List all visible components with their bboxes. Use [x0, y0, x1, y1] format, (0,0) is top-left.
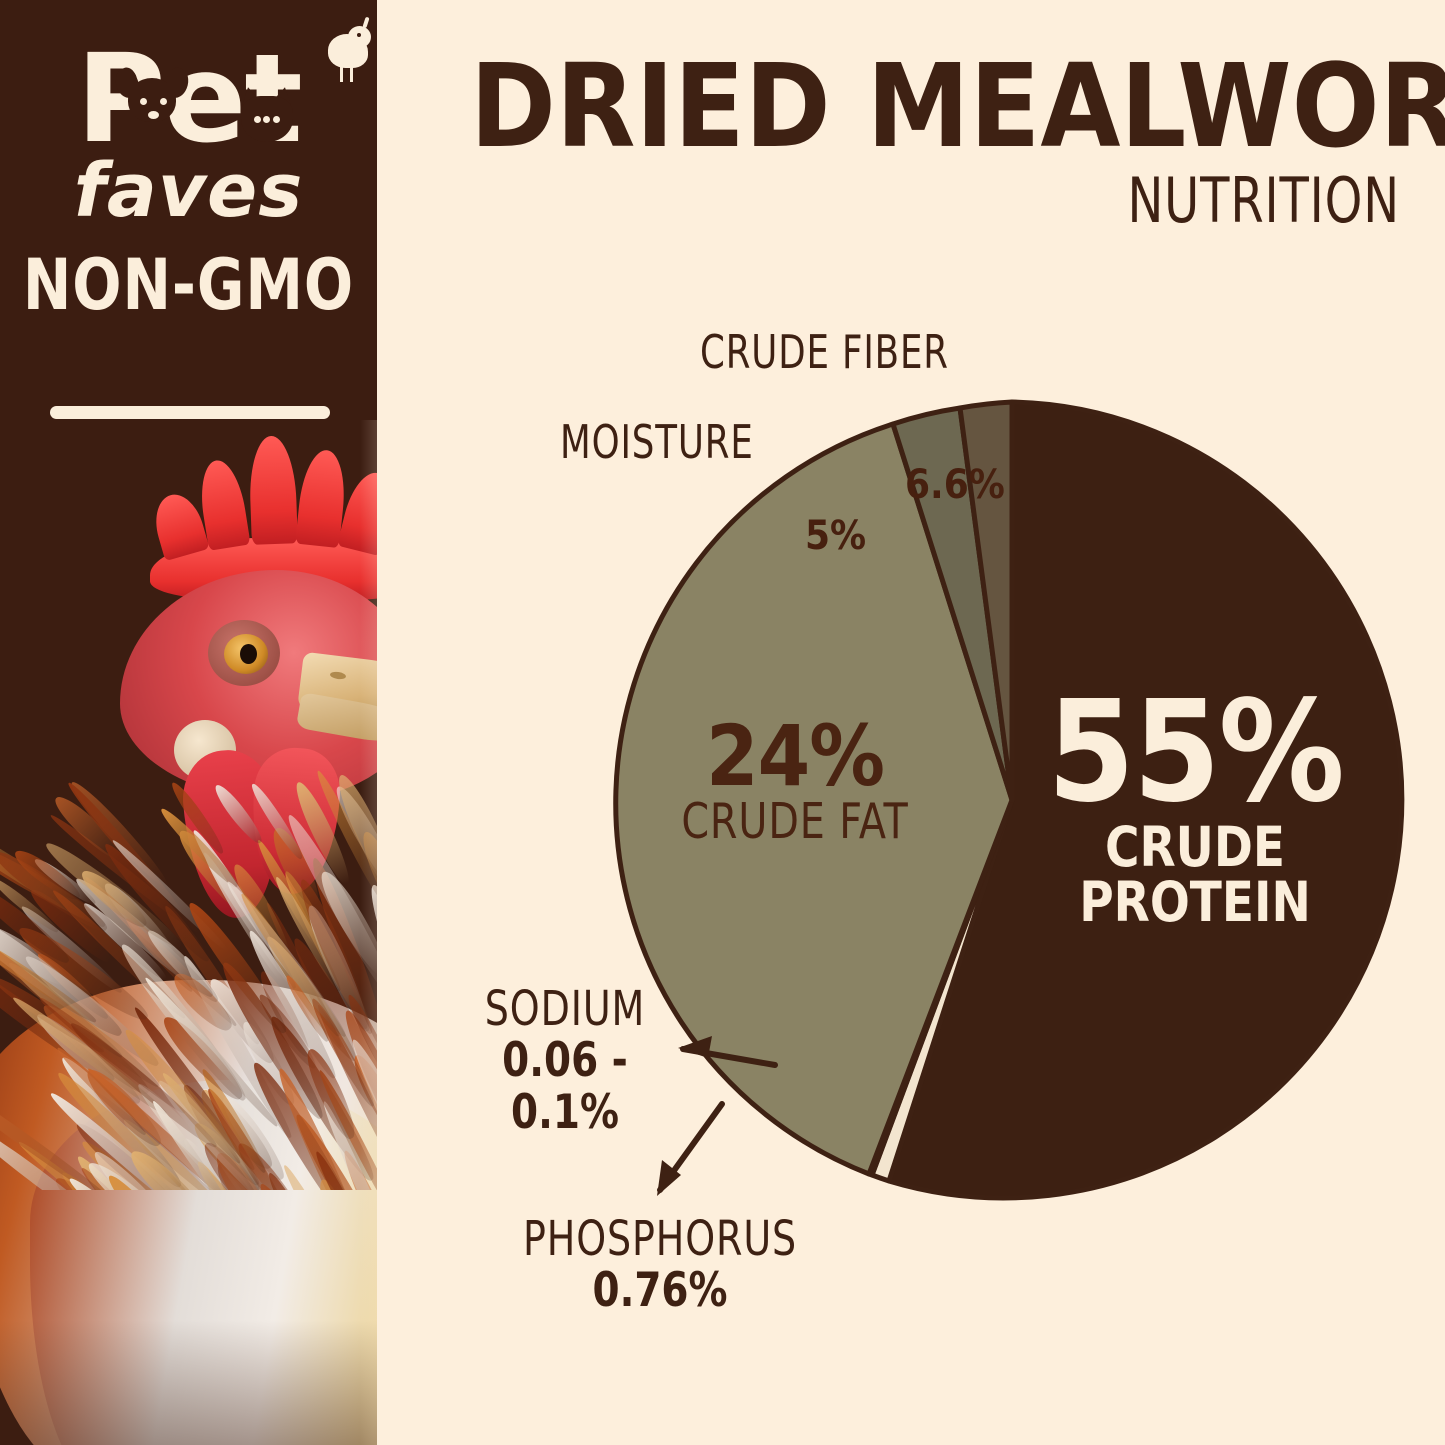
rooster-pupil: [240, 644, 257, 664]
page-subtitle: NUTRITION: [600, 170, 1400, 232]
pie-slice-crude-fiber[interactable]: [960, 402, 1012, 800]
header: DRIED MEALWORMS NUTRITION: [470, 52, 1400, 232]
callout-phosphorus: PHOSPHORUS 0.76%: [500, 1215, 820, 1317]
name-crude-fat: CRUDE FAT: [674, 797, 917, 846]
phosphorus-arrowhead-icon: [657, 1160, 681, 1196]
bird-leg-right-icon: [350, 66, 353, 82]
name-crude-protein: CRUDE PROTEIN: [1029, 820, 1362, 930]
callout-arrows: [660, 1049, 775, 1190]
value-moisture: 5%: [805, 513, 866, 559]
label-crude-fat-block: 24% CRUDE FAT: [660, 718, 930, 846]
bird-tuft-icon: [363, 17, 370, 29]
value-sodium: 0.06 - 0.1%: [450, 1035, 680, 1138]
pie-slice-crude-fat[interactable]: [616, 424, 1012, 1174]
sodium-arrow: [683, 1049, 775, 1065]
bird-leg-left-icon: [340, 66, 343, 82]
label-crude-fiber: CRUDE FIBER: [700, 325, 949, 379]
label-crude-protein-block: 55% CRUDE PROTEIN: [1020, 690, 1370, 930]
non-gmo-badge: NON-GMO: [15, 250, 362, 320]
pie-slice-crude-protein[interactable]: [889, 402, 1402, 1198]
pie-slice-sodium[interactable]: [869, 800, 1012, 1175]
pie-slice-moisture[interactable]: [893, 408, 1012, 800]
name-phosphorus: PHOSPHORUS: [519, 1215, 801, 1265]
page-title: DRIED MEALWORMS: [470, 52, 1400, 162]
value-crude-fat: 24%: [660, 718, 930, 795]
rooster-photo: [0, 420, 377, 1445]
rooster-edge-fade: [360, 420, 377, 1445]
callout-sodium: SODIUM 0.06 - 0.1%: [440, 985, 690, 1138]
rooster-hackle-feathers: [0, 720, 377, 1190]
pie-slice-phosphorus[interactable]: [872, 800, 1012, 1181]
infographic-root: Pet faves NON-GMO: [0, 0, 1445, 1445]
brand-logo: Pet faves NON-GMO: [0, 38, 377, 320]
bird-head-icon: [348, 26, 371, 48]
callout-arrowheads: [657, 1036, 712, 1196]
brand-panel: Pet faves NON-GMO: [0, 0, 377, 1445]
brand-divider: [50, 406, 330, 419]
phosphorus-arrow: [660, 1104, 722, 1190]
name-sodium: SODIUM: [455, 985, 675, 1035]
sodium-arrowhead-icon: [678, 1036, 712, 1058]
brand-name-primary: Pet: [76, 38, 300, 160]
value-crude-fiber: 6.6%: [905, 462, 1005, 508]
value-phosphorus: 0.76%: [513, 1265, 807, 1317]
value-crude-protein: 55%: [1020, 690, 1370, 816]
label-moisture: MOISTURE: [560, 415, 754, 469]
rooster-shadow: [0, 1320, 377, 1445]
